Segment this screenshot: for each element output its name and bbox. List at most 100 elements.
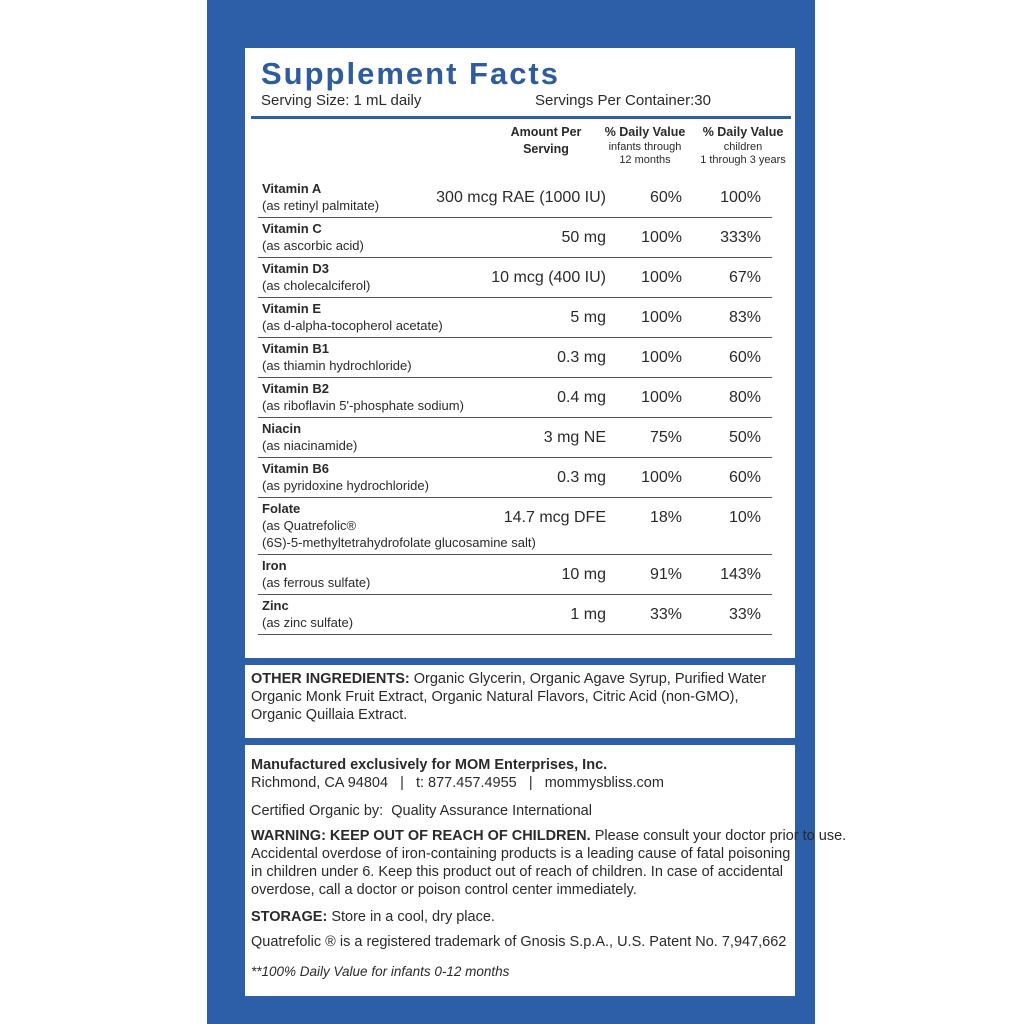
nutrient-source: (as zinc sulfate): [262, 615, 354, 630]
nutrient-row: Niacin (as niacinamide) 3 mg NE 75% 50%: [258, 418, 772, 458]
dv-infants: 60%: [649, 189, 682, 206]
nutrient-name: Vitamin B1: [262, 341, 329, 356]
nutrient-name: Vitamin B2: [262, 381, 329, 396]
nutrient-row: Vitamin B6 (as pyridoxine hydrochloride) 0…: [258, 458, 772, 498]
text: Organic Monk Fruit Extract, Organic Natu…: [251, 689, 739, 705]
header-line: children: [723, 141, 763, 153]
amount: 300 mcg RAE (1000 IU): [436, 189, 606, 206]
nutrient-source: (as ascorbic acid): [262, 238, 364, 253]
nutrient-source: (as thiamin hydrochloride): [262, 358, 412, 373]
nutrient-row: Vitamin D3 (as cholecalciferol) 10 mcg (40…: [258, 258, 772, 298]
header-line: Amount Per: [510, 125, 582, 139]
header-line: 12 months: [619, 154, 671, 166]
dv-children: 100%: [720, 189, 761, 206]
text: Manufactured exclusively for MOM Enterpr…: [251, 757, 608, 773]
footnote: **100% Daily Value for infants 0-12 mont…: [251, 964, 510, 979]
dv-infants: 91%: [649, 566, 682, 583]
dv-children: 83%: [728, 309, 761, 326]
amount: 3 mg NE: [543, 429, 606, 446]
nutrient-row: Vitamin A (as retinyl palmitate) 300 mcg R…: [258, 178, 772, 218]
label-panel: Supplement Facts Serving Size: 1 mL dail…: [245, 48, 846, 996]
dv-children: 10%: [728, 509, 761, 526]
nutrient-row: Zinc (as zinc sulfate) 1 mg 33% 33%: [258, 595, 772, 635]
amount: 50 mg: [561, 229, 606, 246]
dv-infants: 100%: [641, 229, 682, 246]
manufacturer: Manufactured exclusively for MOM Enterpr…: [251, 756, 664, 792]
dv-children: 60%: [728, 349, 761, 366]
dv-infants: 18%: [649, 509, 682, 526]
storage: STORAGE: Store in a cool, dry place.: [251, 908, 495, 926]
nutrient-row: Vitamin C (as ascorbic acid) 50 mg 100% 333%: [258, 218, 772, 258]
amount: 10 mcg (400 IU): [491, 269, 606, 286]
nutrient-row: Folate (as Quatrefolic® (6S)-5-methyltetra…: [258, 498, 772, 555]
title: Supplement Facts: [261, 56, 560, 91]
serving-size: Serving Size: 1 mL daily: [261, 92, 422, 109]
certified: Certified Organic by: Quality Assurance …: [251, 803, 592, 819]
nutrient-source: (6S)-5-methyltetrahydrofolate glucosamin…: [262, 535, 536, 550]
amount: 14.7 mcg DFE: [503, 509, 606, 526]
nutrient-name: Niacin: [262, 421, 302, 436]
nutrient-source: (as Quatrefolic®: [262, 518, 357, 533]
nutrient-table: Vitamin A (as retinyl palmitate) 300 mcg R…: [258, 178, 772, 635]
dv-infants: 100%: [641, 269, 682, 286]
amount: 10 mg: [561, 566, 606, 583]
nutrient-row: Vitamin E (as d-alpha-tocopherol acetate)…: [258, 298, 772, 338]
text: Accidental overdose of iron-containing p…: [251, 846, 791, 862]
amount: 1 mg: [570, 606, 606, 623]
separator: [245, 738, 795, 745]
header-line: % Daily Value: [604, 125, 686, 139]
nutrient-name: Vitamin C: [262, 221, 322, 236]
text: Please consult your doctor prior to use.: [594, 828, 847, 844]
other-ingredients: OTHER INGREDIENTS: Organic Glycerin, Org…: [251, 670, 766, 724]
nutrient-source: (as niacinamide): [262, 438, 358, 453]
amount: 0.3 mg: [557, 469, 606, 486]
nutrient-source: (as ferrous sulfate): [262, 575, 371, 590]
dv-children: 67%: [728, 269, 761, 286]
dv-children: 60%: [728, 469, 761, 486]
text: overdose, call a doctor or poison contro…: [251, 882, 637, 898]
nutrient-name: Zinc: [262, 598, 289, 613]
nutrient-row: Vitamin B1 (as thiamin hydrochloride) 0.3 …: [258, 338, 772, 378]
label: STORAGE:: [251, 909, 328, 925]
dv-children: 143%: [720, 566, 761, 583]
servings-per-container: Servings Per Container:30: [535, 92, 711, 109]
text: Organic Quillaia Extract.: [251, 707, 408, 723]
nutrient-name: Folate: [262, 501, 301, 516]
nutrient-name: Vitamin B6: [262, 461, 329, 476]
dv-children: 333%: [720, 229, 761, 246]
dv-infants: 100%: [641, 349, 682, 366]
dv-infants: 100%: [641, 469, 682, 486]
dv-infants: 75%: [649, 429, 682, 446]
nutrient-row: Iron (as ferrous sulfate) 10 mg 91% 143%: [258, 555, 772, 595]
rule: [251, 116, 791, 119]
nutrient-name: Vitamin A: [262, 181, 322, 196]
header-line: infants through: [608, 141, 682, 153]
header-line: Serving: [523, 142, 569, 156]
nutrient-source: (as riboflavin 5'-phosphate sodium): [262, 398, 464, 413]
col-amount: Amount Per Serving: [503, 124, 589, 158]
warning: WARNING: KEEP OUT OF REACH OF CHILDREN. …: [251, 827, 846, 899]
nutrient-source: (as d-alpha-tocopherol acetate): [262, 318, 443, 333]
dv-children: 33%: [728, 606, 761, 623]
trademark: Quatrefolic ® is a registered trademark …: [251, 934, 787, 950]
label: WARNING: KEEP OUT OF REACH OF CHILDREN.: [251, 828, 591, 844]
nutrient-name: Vitamin D3: [262, 261, 329, 276]
dv-infants: 100%: [641, 389, 682, 406]
label: OTHER INGREDIENTS:: [251, 671, 410, 687]
dv-children: 50%: [728, 429, 761, 446]
dv-children: 80%: [728, 389, 761, 406]
dv-infants: 33%: [649, 606, 682, 623]
nutrient-source: (as pyridoxine hydrochloride): [262, 478, 429, 493]
header-line: 1 through 3 years: [700, 154, 786, 166]
col-dv-children: % Daily Value children 1 through 3 years: [693, 124, 793, 167]
amount: 0.3 mg: [557, 349, 606, 366]
text: Organic Glycerin, Organic Agave Syrup, P…: [413, 671, 767, 687]
amount: 0.4 mg: [557, 389, 606, 406]
nutrient-row: Vitamin B2 (as riboflavin 5'-phosphate so…: [258, 378, 772, 418]
dv-infants: 100%: [641, 309, 682, 326]
nutrient-name: Iron: [262, 558, 287, 573]
text: Store in a cool, dry place.: [331, 909, 495, 925]
nutrient-source: (as retinyl palmitate): [262, 198, 380, 213]
text: in children under 6. Keep this product o…: [251, 864, 783, 880]
